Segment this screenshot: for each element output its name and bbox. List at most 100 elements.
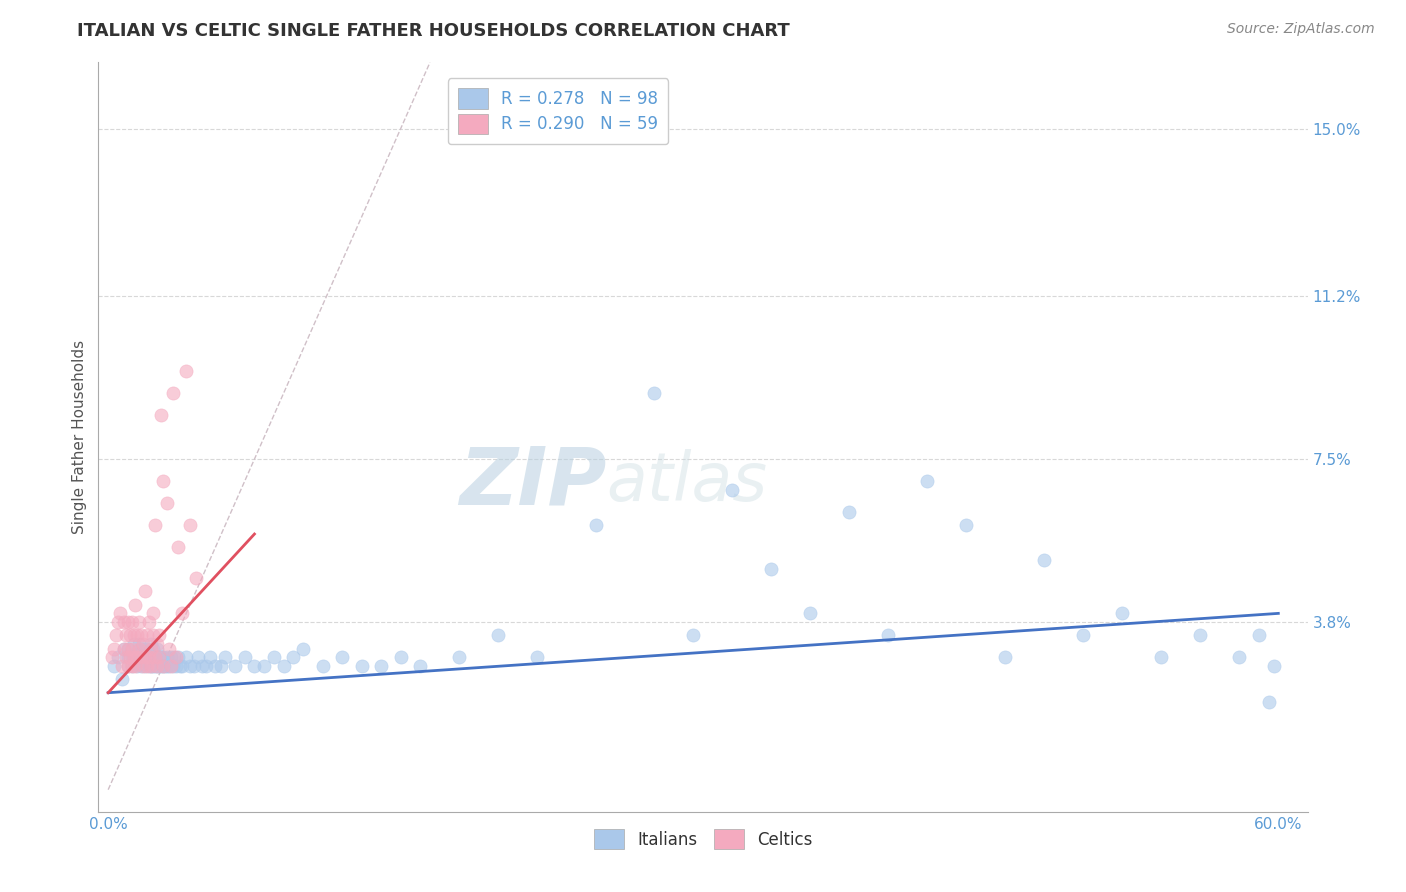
Point (136, 650, 159, 665)
Point (162, 659, 184, 673)
Point (131, 659, 153, 673)
Point (1227, 650, 1250, 665)
Point (1111, 607, 1133, 621)
Point (179, 659, 201, 673)
Point (721, 483, 744, 497)
Point (838, 505, 860, 519)
Point (146, 659, 169, 673)
Point (149, 408, 172, 422)
Point (263, 650, 285, 665)
Point (138, 615, 160, 630)
Point (136, 628, 159, 642)
Point (312, 659, 335, 673)
Point (146, 641, 169, 656)
Y-axis label: Single Father Households: Single Father Households (72, 340, 87, 534)
Point (174, 650, 197, 665)
Point (148, 650, 170, 665)
Point (142, 659, 165, 673)
Point (146, 637, 169, 651)
Point (917, 474, 939, 488)
Point (139, 659, 162, 673)
Point (157, 659, 180, 673)
Point (174, 364, 197, 378)
Point (292, 641, 315, 656)
Point (103, 659, 125, 673)
Point (350, 659, 373, 673)
Point (132, 659, 155, 673)
Point (127, 659, 149, 673)
Point (585, 518, 607, 533)
Point (128, 650, 150, 665)
Point (1257, 694, 1279, 708)
Point (761, 562, 783, 576)
Point (134, 659, 156, 673)
Point (139, 650, 162, 665)
Point (136, 641, 159, 656)
Point (183, 659, 205, 673)
Point (104, 628, 127, 642)
Point (111, 673, 134, 687)
Point (131, 628, 153, 642)
Point (191, 659, 214, 673)
Point (172, 607, 194, 621)
Point (877, 628, 900, 642)
Point (149, 659, 172, 673)
Legend: Italians, Celtics: Italians, Celtics (586, 822, 820, 855)
Point (253, 659, 276, 673)
Point (114, 650, 136, 665)
Point (214, 650, 236, 665)
Point (118, 650, 141, 665)
Point (117, 659, 139, 673)
Point (159, 659, 181, 673)
Point (526, 650, 548, 665)
Point (127, 628, 149, 642)
Point (330, 650, 353, 665)
Point (1263, 659, 1285, 673)
Point (111, 659, 134, 673)
Point (1150, 650, 1173, 665)
Point (149, 650, 172, 665)
Point (152, 474, 174, 488)
Point (1033, 553, 1056, 567)
Point (134, 650, 156, 665)
Point (121, 659, 143, 673)
Point (121, 650, 143, 665)
Point (121, 615, 143, 630)
Point (112, 641, 135, 656)
Point (370, 659, 392, 673)
Point (994, 650, 1017, 665)
Point (1247, 628, 1270, 642)
Point (148, 650, 170, 665)
Point (162, 386, 184, 401)
Point (131, 650, 153, 665)
Point (233, 650, 256, 665)
Point (134, 584, 156, 599)
Point (138, 650, 160, 665)
Point (449, 650, 471, 665)
Point (121, 659, 143, 673)
Point (112, 641, 135, 656)
Point (124, 650, 146, 665)
Point (157, 641, 180, 656)
Point (156, 650, 179, 665)
Point (389, 650, 412, 665)
Point (107, 615, 129, 630)
Point (131, 641, 153, 656)
Point (165, 659, 187, 673)
Text: atlas: atlas (606, 449, 768, 515)
Point (682, 628, 704, 642)
Point (122, 650, 145, 665)
Point (103, 641, 125, 656)
Point (132, 641, 155, 656)
Point (117, 615, 139, 630)
Point (107, 650, 129, 665)
Point (118, 628, 141, 642)
Point (117, 641, 139, 656)
Point (209, 659, 232, 673)
Point (165, 650, 187, 665)
Point (132, 650, 155, 665)
Text: Source: ZipAtlas.com: Source: ZipAtlas.com (1227, 22, 1375, 37)
Point (146, 659, 169, 673)
Point (139, 641, 162, 656)
Point (112, 615, 135, 630)
